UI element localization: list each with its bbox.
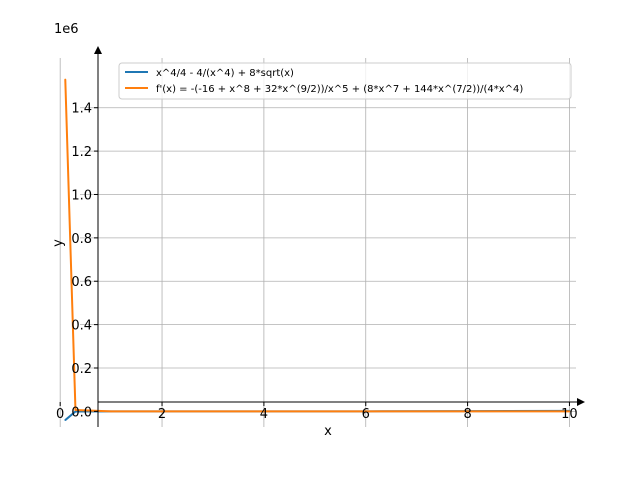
series-2-point (74, 409, 77, 411)
axes (94, 46, 585, 427)
x-tick-label: 10 (561, 407, 578, 422)
legend-entry-1: x^4/4 - 4/(x^4) + 8*sqrt(x) (156, 68, 294, 79)
y-tick-label: 0.2 (71, 362, 92, 377)
series-2-point (466, 410, 469, 413)
ticks: 0 2 4 6 8 10 0.0 0.2 0.4 0.6 0.8 1.0 1.2 1.4 (56, 102, 578, 422)
x-tick-label: 0 (56, 407, 64, 422)
series-2-point (161, 410, 163, 413)
grid (59, 58, 576, 427)
series-2-point (364, 410, 367, 413)
y-tick-label: 1.2 (71, 145, 92, 160)
x-tick-label: 2 (158, 407, 166, 422)
y-tick-label: 1.4 (71, 102, 92, 117)
x-tick-label: 6 (362, 407, 370, 422)
legend: x^4/4 - 4/(x^4) + 8*sqrt(x) f'(x) = -(-1… (118, 62, 572, 100)
series-layer (64, 78, 571, 421)
y-tick-label: 0.4 (71, 319, 92, 334)
x-tick-label: 4 (260, 407, 268, 422)
x-axis-arrow-icon (577, 398, 585, 406)
y-offset-label: 1e6 (54, 22, 79, 37)
legend-entry-2: f'(x) = -(-16 + x^8 + 32*x^(9/2))/x^5 + … (156, 84, 523, 95)
series-2-point (64, 78, 67, 81)
y-tick-label: 0.0 (71, 405, 92, 420)
series-line-2 (64, 79, 570, 413)
y-axis-label: y (51, 239, 66, 247)
y-tick-label: 0.8 (71, 232, 92, 247)
y-axis-arrow-icon (94, 46, 102, 54)
legend-box (118, 62, 572, 100)
series-2-point (568, 410, 571, 413)
x-tick-label: 8 (463, 407, 471, 422)
x-axis-label: x (324, 424, 332, 439)
y-tick-label: 1.0 (71, 188, 92, 203)
series-2-point (262, 410, 265, 413)
series-1-point (74, 410, 77, 413)
series-1-point (64, 419, 67, 421)
y-tick-label: 0.6 (71, 275, 92, 290)
series-2-point (110, 410, 113, 413)
